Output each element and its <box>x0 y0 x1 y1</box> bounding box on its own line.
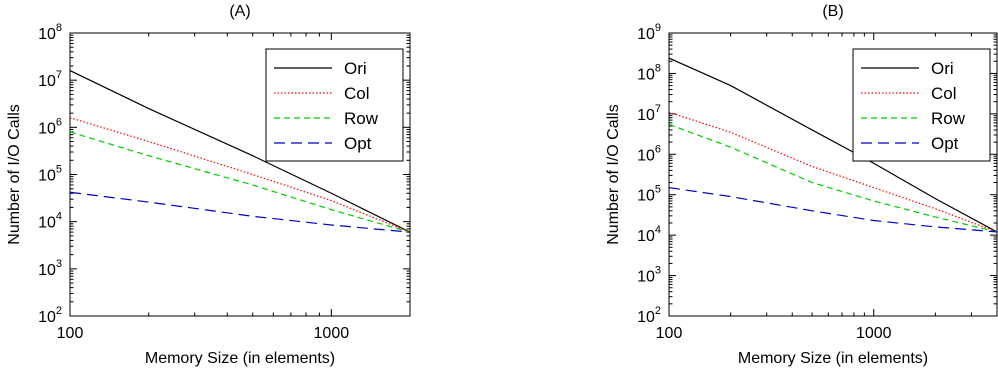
chart-title: (B) <box>822 3 843 20</box>
y-tick-label: 105 <box>38 164 62 185</box>
series-line-opt <box>70 191 410 233</box>
chart-panel-b: (B) 102 103 104 105 106 107 108 109 100 1000 Memory… <box>605 3 998 367</box>
legend-label-opt: Opt <box>931 134 959 153</box>
series-line-col <box>669 111 997 233</box>
y-tick-label: 109 <box>637 22 661 43</box>
series-line-ori <box>70 69 410 233</box>
series-line-opt <box>669 187 997 233</box>
y-tick-label: 103 <box>38 258 62 279</box>
legend-label-row: Row <box>931 109 966 128</box>
legend-label-opt: Opt <box>344 134 372 153</box>
y-tick-label: 106 <box>637 143 661 164</box>
y-tick-label: 108 <box>38 22 62 43</box>
y-tick-label: 107 <box>38 69 62 90</box>
y-tick-label: 104 <box>637 224 661 245</box>
y-axis-title: Number of I/O Calls <box>6 104 23 244</box>
x-axis-title: Memory Size (in elements) <box>738 350 928 367</box>
x-tick-label: 1000 <box>314 325 350 342</box>
legend-box <box>265 48 404 162</box>
legend: Ori Col Row Opt <box>265 48 404 162</box>
y-axis-title: Number of I/O Calls <box>605 104 622 244</box>
y-tick-label: 107 <box>637 103 661 124</box>
legend-label-row: Row <box>344 109 379 128</box>
chart-title: (A) <box>229 3 250 20</box>
x-tick-label: 1000 <box>856 325 892 342</box>
legend-box <box>852 48 991 162</box>
x-axis-title: Memory Size (in elements) <box>145 350 335 367</box>
y-tick-label: 108 <box>637 62 661 83</box>
plot-frame <box>668 32 998 317</box>
legend-label-ori: Ori <box>931 59 954 78</box>
x-tick-label: 100 <box>656 325 683 342</box>
y-tick-label: 104 <box>38 211 62 232</box>
legend-label-col: Col <box>931 84 957 103</box>
series-line-col <box>70 117 410 233</box>
legend-label-ori: Ori <box>344 59 367 78</box>
y-tick-label: 103 <box>637 265 661 286</box>
y-tick-label: 105 <box>637 184 661 205</box>
series-line-row <box>70 131 410 233</box>
legend: Ori Col Row Opt <box>852 48 991 162</box>
y-tick-label: 102 <box>637 305 661 326</box>
chart-panel-a: (A) 102 103 104 105 106 107 108 100 1000 Memory Si… <box>6 3 411 367</box>
x-tick-label: 100 <box>57 325 84 342</box>
series-line-ori <box>669 57 997 233</box>
series-line-row <box>669 123 997 233</box>
legend-label-col: Col <box>344 84 370 103</box>
y-tick-label: 102 <box>38 305 62 326</box>
y-tick-label: 106 <box>38 116 62 137</box>
